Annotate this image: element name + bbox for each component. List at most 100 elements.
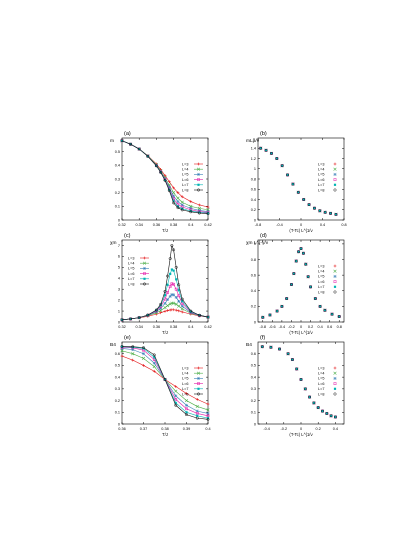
data-point: [174, 389, 178, 393]
data-point: [268, 313, 272, 317]
panel-label: (c): [124, 233, 131, 239]
data-point: [280, 164, 284, 168]
data-point: [174, 265, 178, 269]
data-point: [319, 305, 322, 308]
legend-label: L=3: [182, 366, 188, 370]
data-point: [159, 311, 163, 315]
data-point: [170, 293, 174, 297]
data-point: [290, 358, 294, 362]
data-point: [290, 283, 293, 286]
series-L=6: [261, 247, 341, 319]
data-point: [278, 347, 281, 351]
data-point: [196, 414, 199, 417]
data-point: [174, 401, 177, 405]
data-point: [174, 398, 178, 401]
legend-marker: [333, 178, 337, 181]
data-point: [206, 411, 210, 416]
x-tick-label: 0.4: [317, 325, 322, 329]
legend-marker: [197, 178, 200, 181]
data-point: [174, 302, 178, 306]
series-line: [121, 348, 209, 414]
data-point: [177, 304, 181, 308]
data-point: [177, 289, 180, 292]
y-axis-label: B4: [246, 342, 252, 348]
data-point: [286, 173, 290, 177]
data-point: [259, 147, 262, 150]
legend-label: L=5: [182, 377, 188, 381]
x-axis-label: T/J: [162, 330, 168, 335]
series-L=3: [259, 146, 338, 216]
data-point: [154, 310, 158, 314]
series-L=6: [259, 146, 338, 216]
data-point: [154, 164, 158, 168]
data-point: [261, 315, 265, 319]
data-point: [312, 401, 316, 405]
data-point: [172, 201, 176, 205]
data-point: [307, 275, 310, 278]
x-tick-label: 0.36: [153, 223, 160, 227]
data-point: [280, 305, 283, 308]
series-L=7: [261, 345, 337, 419]
x-tick-label: 0.2: [308, 325, 313, 329]
data-point: [323, 309, 326, 312]
data-point: [309, 285, 312, 288]
series-L=5: [259, 146, 338, 216]
legend-marker: [333, 387, 337, 390]
series-L=3: [261, 247, 341, 319]
data-point: [167, 185, 171, 189]
y-tick-label: 0.6: [251, 188, 256, 192]
data-point: [269, 346, 272, 349]
data-point: [172, 199, 175, 202]
data-point: [159, 170, 163, 174]
data-point: [172, 293, 176, 297]
data-point: [131, 345, 135, 349]
plot-frame: [121, 239, 209, 323]
data-point: [152, 364, 156, 369]
y-tick-label: 0.6: [115, 352, 120, 356]
data-point: [166, 309, 169, 312]
y-tick-label: 0.4: [115, 164, 120, 168]
data-point: [168, 257, 172, 261]
y-tick-label: 0.1: [251, 411, 256, 415]
panel-label: (a): [124, 131, 131, 137]
data-point: [170, 282, 174, 286]
data-point: [321, 410, 324, 413]
data-point: [146, 313, 150, 317]
legend-label: L=8: [318, 392, 324, 396]
legend-label: L=5: [318, 377, 324, 381]
data-point: [163, 305, 167, 310]
data-point: [287, 352, 290, 355]
data-point: [269, 151, 273, 155]
data-point: [155, 312, 158, 316]
data-point: [189, 209, 192, 213]
data-point: [276, 309, 279, 313]
data-point: [131, 346, 134, 349]
legend-label: L=5: [128, 267, 134, 271]
data-point: [264, 149, 268, 152]
data-point: [176, 199, 180, 204]
legend-label: L=3: [318, 162, 324, 166]
data-point: [291, 358, 294, 361]
data-point: [308, 395, 312, 399]
data-point: [195, 416, 199, 420]
y-tick-label: 3: [118, 288, 120, 292]
y-tick-label: 0.5: [251, 364, 256, 368]
x-axis-label: (T-Tc) L^{1/ν: [289, 330, 312, 335]
legend-label: L=4: [318, 168, 324, 172]
plot-frame: [257, 341, 345, 425]
data-point: [206, 212, 210, 215]
y-tick-label: 7: [118, 244, 120, 248]
y-tick-label: 0.4: [251, 375, 256, 379]
data-point: [154, 308, 158, 312]
legend-marker: [333, 274, 337, 278]
x-tick-label: -0.2: [281, 427, 288, 431]
data-point: [313, 297, 317, 301]
legend-label: L=7: [318, 387, 324, 391]
y-tick-label: 6: [118, 255, 120, 259]
legend-marker: [196, 172, 201, 176]
data-point: [260, 345, 264, 349]
y-tick-label: 1.4: [251, 147, 256, 151]
data-point: [304, 263, 307, 266]
data-point: [197, 313, 201, 317]
data-point: [137, 316, 141, 320]
